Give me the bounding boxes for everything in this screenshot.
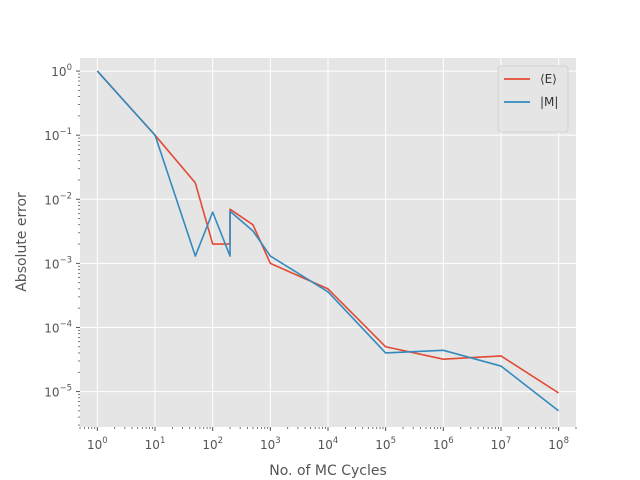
legend-box	[497, 65, 569, 133]
minor-ticks	[78, 73, 577, 429]
x-tick-label: 105	[375, 436, 396, 452]
y-tick-label: 10−3	[44, 255, 72, 271]
x-axis-label: No. of MC Cycles	[269, 463, 387, 479]
legend-label: ⟨E⟩	[540, 72, 557, 86]
x-tick-label: 107	[491, 436, 512, 452]
legend: ⟨E⟩ |M|	[497, 65, 569, 133]
y-axis-label: Absolute error	[14, 192, 30, 292]
x-tick-label: 102	[202, 436, 223, 452]
series-layer	[96, 70, 560, 412]
legend-label: |M|	[540, 95, 558, 109]
x-tick-label: 100	[87, 436, 108, 452]
y-tick-label: 10−1	[44, 127, 72, 143]
series-line-magnetization	[96, 70, 560, 412]
x-tick-label: 106	[433, 436, 454, 452]
y-axis-ticks: 10−5 10−4 10−3 10−2 10−1 100	[44, 63, 80, 400]
x-tick-label: 103	[260, 436, 281, 452]
y-tick-label: 100	[51, 63, 72, 79]
series-line-energy	[96, 70, 560, 394]
y-tick-label: 10−2	[44, 191, 72, 207]
x-axis-ticks: 100 101 102 103 104 105 106 107 108	[87, 427, 569, 452]
y-tick-label: 10−5	[44, 384, 72, 400]
x-tick-label: 101	[145, 436, 166, 452]
y-tick-label: 10−4	[44, 319, 72, 335]
x-tick-label: 108	[548, 436, 569, 452]
x-tick-label: 104	[318, 436, 339, 452]
